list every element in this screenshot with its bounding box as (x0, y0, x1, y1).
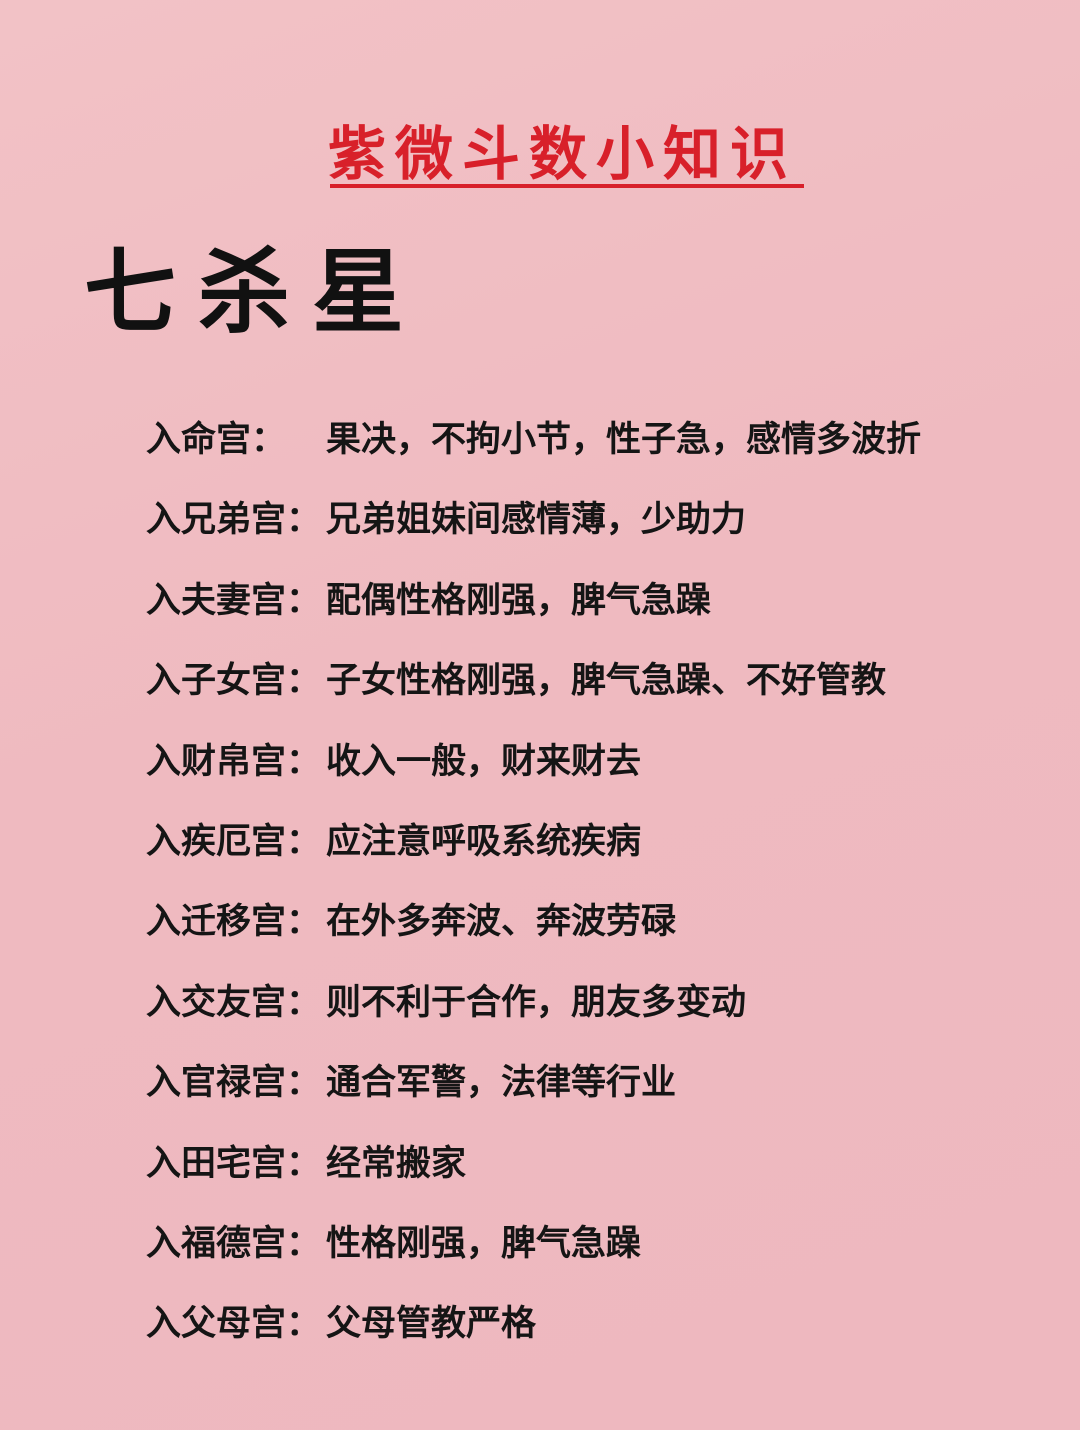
list-item: 入父母宫： 父母管教严格 (146, 1296, 1046, 1376)
palace-label: 入迁移宫： (146, 902, 322, 943)
list-item: 入田宅宫： 经常搬家 (146, 1136, 1046, 1216)
star-heading: 七杀星 (84, 239, 427, 346)
palace-label: 入田宅宫： (146, 1143, 322, 1184)
list-item: 入疾厄宫： 应注意呼吸系统疾病 (146, 814, 1046, 894)
list-item: 入子女宫： 子女性格刚强，脾气急躁、不好管教 (146, 653, 1046, 733)
palace-description: 配偶性格刚强，脾气急躁 (326, 580, 712, 621)
list-item: 入交友宫： 则不利于合作，朋友多变动 (146, 975, 1046, 1055)
list-item: 入财帛宫： 收入一般，财来财去 (146, 734, 1046, 814)
palace-label: 入财帛宫： (146, 741, 322, 782)
palace-label: 入父母宫： (146, 1304, 322, 1345)
list-item: 入夫妻宫： 配偶性格刚强，脾气急躁 (146, 573, 1046, 653)
palace-description: 性格刚强，脾气急躁 (326, 1223, 642, 1264)
palace-description: 果决，不拘小节，性子急，感情多波折 (326, 420, 922, 460)
palace-label: 入福德宫： (146, 1223, 322, 1264)
list-item: 入兄弟宫： 兄弟姐妹间感情薄，少助力 (146, 492, 1046, 572)
palace-label: 入夫妻宫： (146, 580, 322, 621)
palace-description: 父母管教严格 (326, 1304, 537, 1345)
palace-label: 入交友宫： (146, 982, 322, 1023)
list-item: 入官禄宫： 通合军警，法律等行业 (146, 1055, 1046, 1135)
palace-description: 收入一般，财来财去 (326, 741, 642, 782)
palace-label: 入命宫： (146, 420, 287, 460)
list-item: 入命宫： 果决，不拘小节，性子急，感情多波折 (146, 412, 1046, 492)
list-item: 入福德宫： 性格刚强，脾气急躁 (146, 1216, 1046, 1296)
palace-label: 入疾厄宫： (146, 821, 322, 862)
palace-description: 子女性格刚强，脾气急躁、不好管教 (326, 661, 887, 702)
palace-description: 兄弟姐妹间感情薄，少助力 (326, 500, 747, 541)
palace-label: 入官禄宫： (146, 1063, 322, 1104)
palace-description: 则不利于合作，朋友多变动 (326, 982, 747, 1023)
palace-description: 在外多奔波、奔波劳碌 (326, 902, 677, 943)
title-underline (330, 184, 804, 188)
page-title: 紫微斗数小知识 (328, 120, 798, 188)
list-item: 入迁移宫： 在外多奔波、奔波劳碌 (146, 894, 1046, 974)
palace-label: 入子女宫： (146, 661, 322, 702)
palace-description: 应注意呼吸系统疾病 (326, 821, 642, 862)
palace-label: 入兄弟宫： (146, 500, 322, 541)
palace-description: 经常搬家 (326, 1143, 467, 1184)
palace-list: 入命宫： 果决，不拘小节，性子急，感情多波折 入兄弟宫： 兄弟姐妹间感情薄，少助力 … (146, 412, 1046, 1377)
palace-description: 通合军警，法律等行业 (326, 1063, 677, 1104)
